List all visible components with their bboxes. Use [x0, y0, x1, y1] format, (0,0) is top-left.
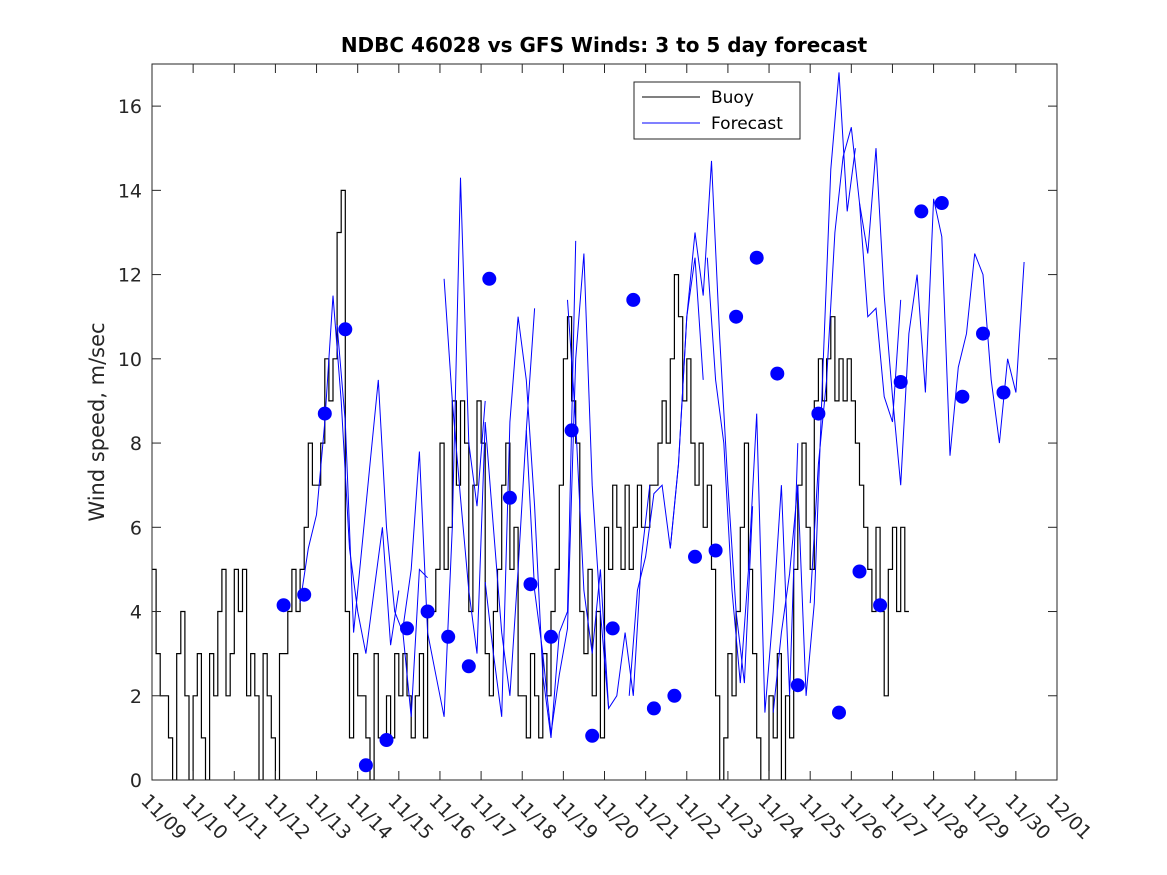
forecast-marker	[667, 688, 682, 703]
forecast-marker	[934, 196, 949, 210]
forecast-marker	[482, 271, 497, 286]
forecast-line-11	[772, 72, 856, 713]
y-tick-label: 16	[118, 96, 142, 118]
forecast-marker	[996, 385, 1011, 400]
forecast-marker	[708, 543, 723, 558]
y-tick-label: 0	[130, 770, 142, 792]
forecast-marker	[276, 598, 291, 613]
forecast-line-10	[706, 257, 799, 713]
forecast-marker	[297, 587, 312, 602]
forecast-marker	[811, 406, 826, 421]
forecast-marker	[441, 629, 456, 644]
forecast-marker	[893, 375, 908, 389]
y-tick-label: 12	[118, 265, 142, 287]
y-tick-label: 10	[118, 349, 142, 371]
forecast-marker	[502, 490, 517, 505]
forecast-markers	[276, 196, 1011, 773]
forecast-line-2	[336, 325, 428, 717]
forecast-line-6	[525, 253, 610, 734]
forecast-marker	[358, 758, 373, 773]
legend-box	[633, 81, 801, 140]
y-tick-label: 2	[130, 686, 142, 708]
forecast-marker	[873, 598, 888, 613]
forecast-line-7	[567, 299, 651, 710]
buoy-line	[152, 189, 909, 780]
forecast-line-8	[628, 257, 704, 696]
forecast-marker	[338, 322, 353, 337]
legend-forecast-label: Forecast	[711, 114, 783, 134]
forecast-marker	[646, 701, 661, 716]
forecast-marker	[626, 292, 641, 307]
legend-buoy-label: Buoy	[711, 88, 754, 108]
y-tick-label: 14	[118, 180, 142, 202]
forecast-line-4	[443, 278, 536, 696]
forecast-line-1	[299, 295, 400, 654]
y-axis-label: Wind speed, m/sec	[85, 322, 109, 521]
forecast-marker	[379, 733, 394, 747]
forecast-marker	[976, 326, 990, 341]
forecast-marker	[955, 389, 970, 404]
y-tick-label: 4	[130, 602, 142, 624]
forecast-marker	[688, 549, 702, 564]
legend: Buoy Forecast	[633, 81, 801, 140]
forecast-marker	[729, 309, 744, 324]
forecast-marker	[585, 728, 600, 743]
forecast-marker	[832, 705, 846, 720]
buoy-series	[152, 189, 909, 780]
forecast-marker	[523, 577, 538, 592]
forecast-line-9	[669, 160, 754, 684]
forecast-line-13	[859, 148, 1025, 486]
y-tick-label: 6	[130, 517, 142, 539]
forecast-series	[299, 72, 1025, 738]
forecast-marker	[317, 406, 332, 421]
chart-title: NDBC 46028 vs GFS Winds: 3 to 5 day fore…	[341, 33, 868, 57]
forecast-marker	[749, 250, 764, 265]
forecast-marker	[544, 629, 558, 644]
forecast-marker	[420, 604, 435, 619]
forecast-marker	[605, 621, 620, 636]
forecast-line-3	[402, 177, 486, 717]
forecast-line-5	[484, 240, 577, 738]
forecast-marker	[400, 621, 414, 636]
forecast-marker	[852, 564, 867, 579]
forecast-marker	[564, 423, 579, 438]
forecast-marker	[461, 659, 476, 674]
forecast-marker	[790, 678, 805, 693]
forecast-marker	[914, 204, 929, 219]
y-axis: 0 2 4 6 8 10 12 14 16	[118, 96, 1057, 792]
forecast-line-12	[809, 127, 902, 604]
y-tick-label: 8	[130, 433, 142, 455]
forecast-marker	[770, 366, 785, 381]
